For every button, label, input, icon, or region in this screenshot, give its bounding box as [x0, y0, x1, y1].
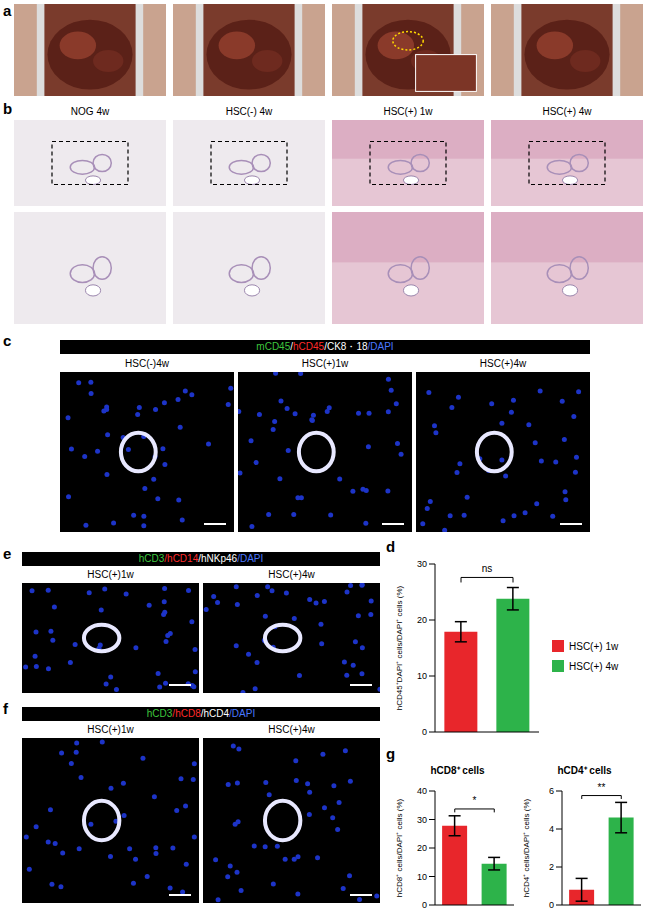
html-text:HSC(+)1w: HSC(+)1w	[87, 724, 134, 735]
svg-text:ns: ns	[482, 563, 493, 574]
html-text:HSC(+) 4w: HSC(+) 4w	[542, 106, 592, 117]
html-text:NOG 4w: NOG 4w	[70, 106, 110, 117]
svg-text:0: 0	[422, 727, 427, 737]
svg-text:hCD45⁺DAPI⁺ cells/DAPI⁺ cells: hCD45⁺DAPI⁺ cells/DAPI⁺ cells (%)	[395, 585, 404, 710]
svg-text:20: 20	[417, 615, 427, 625]
svg-text:30: 30	[417, 815, 427, 825]
svg-text:40: 40	[417, 786, 427, 796]
html-text:HSC(+)1w: HSC(+)1w	[87, 569, 134, 580]
html-text:g: g	[386, 745, 396, 762]
html-text:a: a	[3, 2, 12, 19]
html-text:HSC(+) 4w: HSC(+) 4w	[569, 660, 619, 672]
svg-text:10: 10	[417, 671, 427, 681]
html-text:hCD4⁺ cells: hCD4⁺ cells	[557, 765, 612, 776]
svg-text:**: **	[598, 782, 606, 793]
html-text:c: c	[3, 332, 12, 349]
html-text:HSC(-) 4w: HSC(-) 4w	[225, 106, 273, 117]
svg-text:6: 6	[549, 786, 554, 796]
html-text:hCD8⁺ cells: hCD8⁺ cells	[430, 765, 485, 776]
svg-text:4: 4	[549, 824, 554, 834]
html-text:d: d	[386, 538, 396, 555]
svg-text:0: 0	[422, 900, 427, 910]
svg-text:0: 0	[549, 900, 554, 910]
html-text:mCD45 / hCD45 /CK8・18 /DAPI: mCD45 / hCD45 /CK8・18 /DAPI	[256, 341, 394, 352]
svg-text:10: 10	[417, 872, 427, 882]
html-text:hCD3 /hCD14 /hNKp46 /DAPI: hCD3 /hCD14 /hNKp46 /DAPI	[138, 553, 264, 564]
svg-text:hCD4⁺ cells/DAPI⁺ cells (%): hCD4⁺ cells/DAPI⁺ cells (%)	[522, 798, 531, 897]
svg-text:*: *	[473, 795, 477, 806]
html-text:hCD3 /hCD8 /hCD4 /DAPI: hCD3 /hCD8 /hCD4 /DAPI	[146, 708, 256, 719]
html-text:HSC(+) 1w: HSC(+) 1w	[569, 640, 619, 652]
html-text:e: e	[3, 545, 12, 562]
svg-text:2: 2	[549, 862, 554, 872]
html-text:HSC(-)4w: HSC(-)4w	[125, 358, 169, 369]
svg-text:30: 30	[417, 559, 427, 569]
html-text:HSC(+)1w: HSC(+)1w	[301, 358, 349, 369]
svg-text:hCD8⁺ cells/DAPI⁺ cells (%): hCD8⁺ cells/DAPI⁺ cells (%)	[395, 798, 404, 897]
html-text:HSC(+)4w: HSC(+)4w	[479, 358, 527, 369]
svg-text:20: 20	[417, 843, 427, 853]
html-text:HSC(+)4w: HSC(+)4w	[268, 724, 315, 735]
html-text:b: b	[3, 100, 13, 117]
html-text:HSC(+)4w: HSC(+)4w	[268, 569, 315, 580]
html-text:f: f	[3, 700, 8, 717]
html-text:HSC(+) 1w: HSC(+) 1w	[383, 106, 433, 117]
